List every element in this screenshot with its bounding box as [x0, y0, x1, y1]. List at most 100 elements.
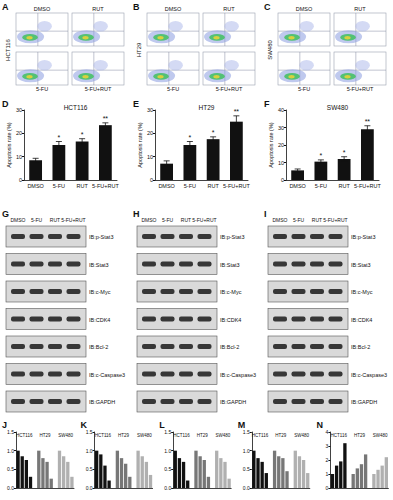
svg-text:5-FU: 5-FU [162, 217, 174, 223]
svg-text:*: * [320, 152, 323, 159]
svg-text:0: 0 [19, 177, 22, 183]
svg-text:Apoptosis rate (%): Apoptosis rate (%) [137, 122, 143, 167]
svg-text:*: * [189, 134, 192, 141]
svg-text:1.0: 1.0 [7, 448, 14, 454]
svg-text:5-FU+RUT: 5-FU+RUT [216, 86, 243, 92]
svg-text:HT29: HT29 [354, 433, 366, 438]
svg-text:IB:Stat3: IB:Stat3 [220, 262, 240, 268]
svg-text:RUT: RUT [312, 217, 322, 223]
svg-text:L: L [159, 420, 165, 430]
svg-text:5-FU+RUT: 5-FU+RUT [347, 86, 374, 92]
svg-text:IB:CDK4: IB:CDK4 [351, 317, 372, 323]
svg-text:G: G [2, 209, 9, 219]
svg-text:SW480: SW480 [327, 104, 349, 111]
svg-text:IB:Bcl-2: IB:Bcl-2 [351, 344, 370, 350]
svg-text:10: 10 [278, 160, 284, 166]
svg-text:C: C [264, 2, 271, 12]
svg-text:SW480: SW480 [294, 433, 309, 438]
svg-text:5-FU: 5-FU [31, 217, 43, 223]
svg-text:SW480: SW480 [373, 433, 388, 438]
svg-text:F: F [264, 99, 270, 109]
svg-text:HCT116: HCT116 [330, 433, 347, 438]
svg-text:0.5: 0.5 [7, 466, 14, 472]
svg-text:IB:c-Myc: IB:c-Myc [351, 289, 373, 295]
svg-text:I: I [264, 209, 267, 219]
svg-text:IB:Stat3: IB:Stat3 [351, 262, 371, 268]
svg-text:DMSO: DMSO [165, 6, 182, 12]
svg-text:30: 30 [16, 107, 22, 113]
svg-text:**: ** [365, 118, 371, 125]
svg-text:5-FU+RUT: 5-FU+RUT [61, 217, 85, 223]
svg-text:DMSO: DMSO [34, 6, 51, 12]
svg-text:HT29: HT29 [39, 433, 51, 438]
svg-text:SW480: SW480 [58, 433, 73, 438]
svg-text:0: 0 [281, 177, 284, 183]
svg-text:IB:CDK4: IB:CDK4 [89, 317, 110, 323]
svg-text:40: 40 [278, 107, 284, 113]
svg-text:5-FU+RUT: 5-FU+RUT [92, 183, 119, 189]
svg-text:0.5: 0.5 [243, 466, 250, 472]
svg-text:SW480: SW480 [267, 40, 273, 60]
svg-text:*: * [81, 131, 84, 138]
svg-text:HT29: HT29 [136, 42, 142, 57]
svg-text:30: 30 [278, 125, 284, 131]
svg-text:HT29: HT29 [197, 433, 209, 438]
svg-text:3: 3 [326, 443, 329, 449]
svg-text:1.0: 1.0 [164, 448, 171, 454]
svg-text:HCT116: HCT116 [16, 433, 33, 438]
svg-text:*: * [212, 129, 215, 136]
svg-text:RUT: RUT [354, 6, 366, 12]
svg-text:DMSO: DMSO [27, 183, 44, 189]
svg-text:D: D [2, 99, 9, 109]
svg-text:0.0: 0.0 [243, 485, 250, 491]
svg-text:0.5: 0.5 [164, 466, 171, 472]
svg-text:RUT: RUT [338, 183, 350, 189]
svg-text:RUT: RUT [92, 6, 104, 12]
svg-text:SW480: SW480 [137, 433, 152, 438]
svg-text:20: 20 [16, 130, 22, 136]
svg-text:SW480: SW480 [216, 433, 231, 438]
svg-text:1.0: 1.0 [86, 448, 93, 454]
svg-text:HCT116: HCT116 [252, 433, 269, 438]
svg-text:B: B [133, 2, 140, 12]
svg-text:5-FU: 5-FU [184, 183, 196, 189]
svg-text:DMSO: DMSO [11, 217, 26, 223]
svg-text:IB:c-Caspase3: IB:c-Caspase3 [220, 372, 256, 378]
svg-text:RUT: RUT [50, 217, 60, 223]
svg-text:DMSO: DMSO [142, 217, 157, 223]
svg-text:10: 10 [16, 154, 22, 160]
svg-text:IB:c-Caspase3: IB:c-Caspase3 [351, 372, 387, 378]
svg-text:5-FU+RUT: 5-FU+RUT [323, 217, 347, 223]
svg-text:H: H [133, 209, 140, 219]
svg-text:HCT116: HCT116 [64, 104, 88, 111]
svg-text:**: ** [234, 108, 240, 115]
svg-text:E: E [133, 99, 139, 109]
svg-text:M: M [238, 420, 246, 430]
svg-text:IB:p-Stat3: IB:p-Stat3 [89, 234, 113, 240]
svg-text:4: 4 [326, 429, 329, 435]
svg-text:Apoptosis rate (%): Apoptosis rate (%) [268, 122, 274, 167]
svg-text:20: 20 [278, 142, 284, 148]
svg-text:HCT116: HCT116 [95, 433, 112, 438]
svg-text:IB:Bcl-2: IB:Bcl-2 [220, 344, 239, 350]
svg-text:RUT: RUT [181, 217, 191, 223]
svg-text:HT29: HT29 [199, 104, 215, 111]
svg-text:DMSO: DMSO [296, 6, 313, 12]
svg-text:IB:GAPDH: IB:GAPDH [220, 399, 246, 405]
svg-text:5-FU: 5-FU [36, 86, 48, 92]
svg-text:Apoptosis rate (%): Apoptosis rate (%) [6, 122, 12, 167]
svg-text:HCT116: HCT116 [173, 433, 190, 438]
svg-text:5-FU+RUT: 5-FU+RUT [354, 183, 381, 189]
svg-text:DMSO: DMSO [289, 183, 306, 189]
svg-text:N: N [316, 420, 323, 430]
svg-text:0.0: 0.0 [7, 485, 14, 491]
svg-text:1: 1 [326, 471, 329, 477]
svg-text:5-FU: 5-FU [167, 86, 179, 92]
svg-text:5-FU+RUT: 5-FU+RUT [192, 217, 216, 223]
svg-text:0: 0 [150, 177, 153, 183]
svg-text:RUT: RUT [207, 183, 219, 189]
svg-text:IB:p-Stat3: IB:p-Stat3 [220, 234, 244, 240]
svg-text:IB:GAPDH: IB:GAPDH [351, 399, 377, 405]
svg-text:20: 20 [147, 130, 153, 136]
svg-text:IB:c-Myc: IB:c-Myc [220, 289, 242, 295]
